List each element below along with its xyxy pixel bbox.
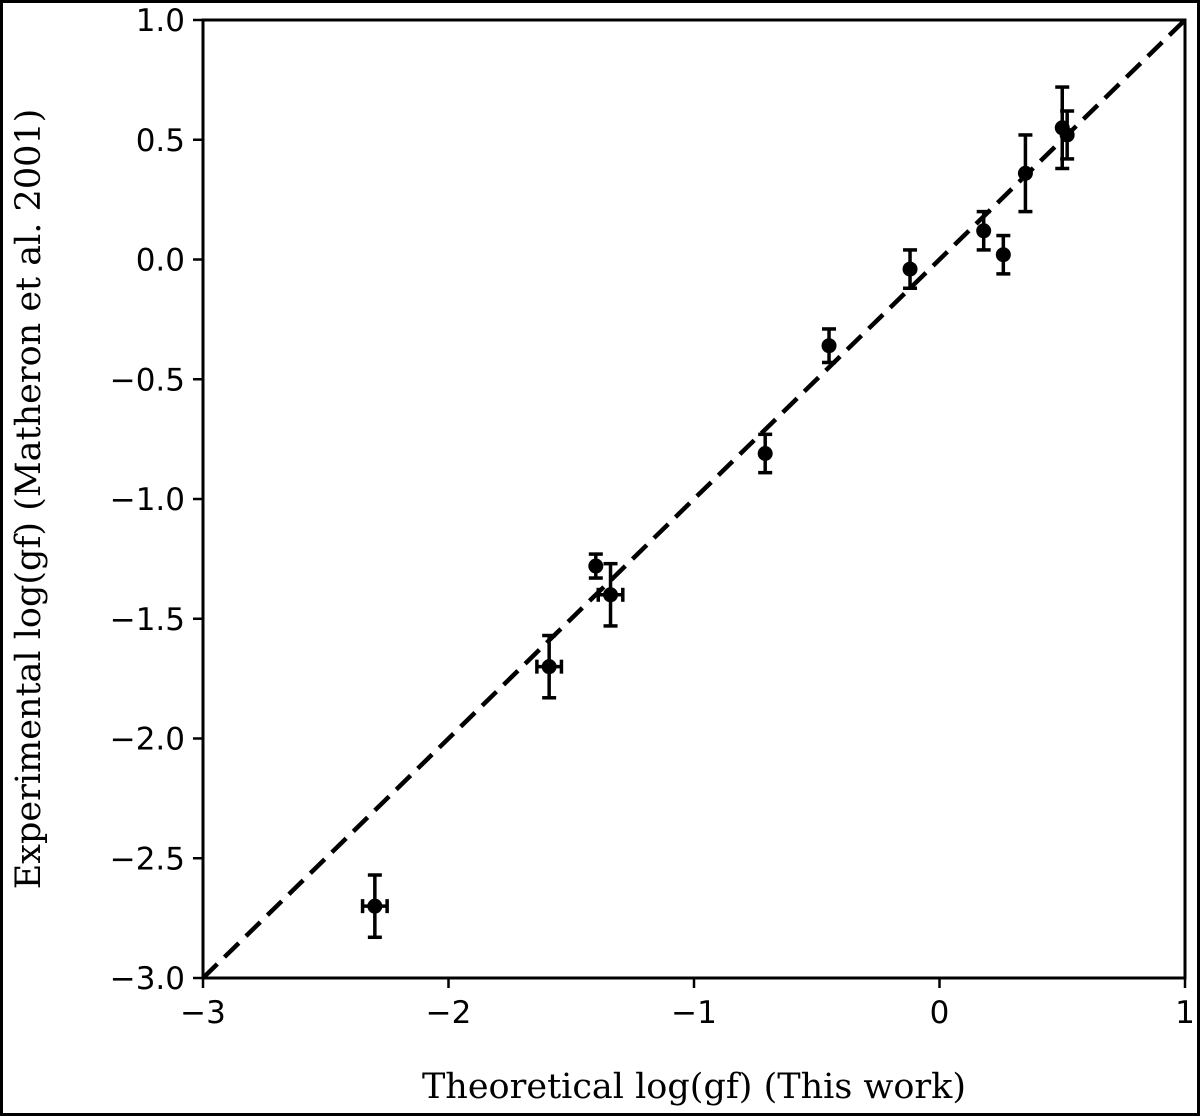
y-axis-ticks: −3.0 −2.5 −2.0 −1.5 −1.0 −0.5 0.0 0.5 1.0 bbox=[110, 3, 203, 997]
data-point-1 bbox=[360, 873, 389, 940]
y-tick-label: −1.0 bbox=[110, 482, 185, 518]
y-tick-label: 0.0 bbox=[136, 243, 185, 279]
data-point-marker bbox=[757, 445, 773, 461]
data-point-9 bbox=[995, 233, 1011, 276]
x-axis-label: Theoretical log(gf) (This work) bbox=[422, 1067, 966, 1107]
data-point-marker bbox=[902, 261, 918, 277]
x-axis-ticks: −3 −2 −1 0 1 bbox=[180, 978, 1195, 1031]
x-tick-label: −3 bbox=[180, 995, 226, 1031]
data-point-marker bbox=[367, 898, 383, 914]
data-point-10 bbox=[1017, 133, 1033, 214]
x-tick-label: −1 bbox=[671, 995, 717, 1031]
data-point-7 bbox=[902, 248, 918, 290]
data-point-marker bbox=[588, 558, 604, 574]
y-tick-label: −1.5 bbox=[110, 602, 185, 638]
data-point-marker bbox=[995, 247, 1011, 263]
data-point-marker bbox=[1059, 127, 1075, 143]
data-point-marker bbox=[821, 338, 837, 354]
data-point-12 bbox=[1059, 109, 1075, 161]
x-tick-label: −2 bbox=[426, 995, 472, 1031]
plot-content bbox=[201, 18, 1187, 980]
data-point-3 bbox=[588, 552, 604, 580]
data-point-marker bbox=[976, 223, 992, 239]
x-tick-label: 1 bbox=[1175, 995, 1195, 1031]
data-point-5 bbox=[757, 432, 773, 475]
data-point-2 bbox=[535, 633, 564, 700]
y-tick-label: −2.5 bbox=[110, 841, 185, 877]
data-point-4 bbox=[596, 561, 625, 628]
data-point-marker bbox=[541, 659, 557, 675]
reference-line-y-equals-x bbox=[201, 18, 1187, 980]
x-tick-label: 0 bbox=[930, 995, 950, 1031]
y-tick-label: −0.5 bbox=[110, 362, 185, 398]
y-tick-label: −2.0 bbox=[110, 722, 185, 758]
data-point-6 bbox=[821, 327, 837, 365]
data-point-marker bbox=[603, 587, 619, 603]
y-tick-label: 0.5 bbox=[136, 123, 185, 159]
y-axis-label: Experimental log(gf) (Matheron et al. 20… bbox=[9, 109, 49, 890]
y-tick-label: 1.0 bbox=[136, 3, 185, 39]
data-point-marker bbox=[1017, 165, 1033, 181]
y-tick-label: −3.0 bbox=[110, 961, 185, 997]
data-point-8 bbox=[976, 209, 992, 252]
